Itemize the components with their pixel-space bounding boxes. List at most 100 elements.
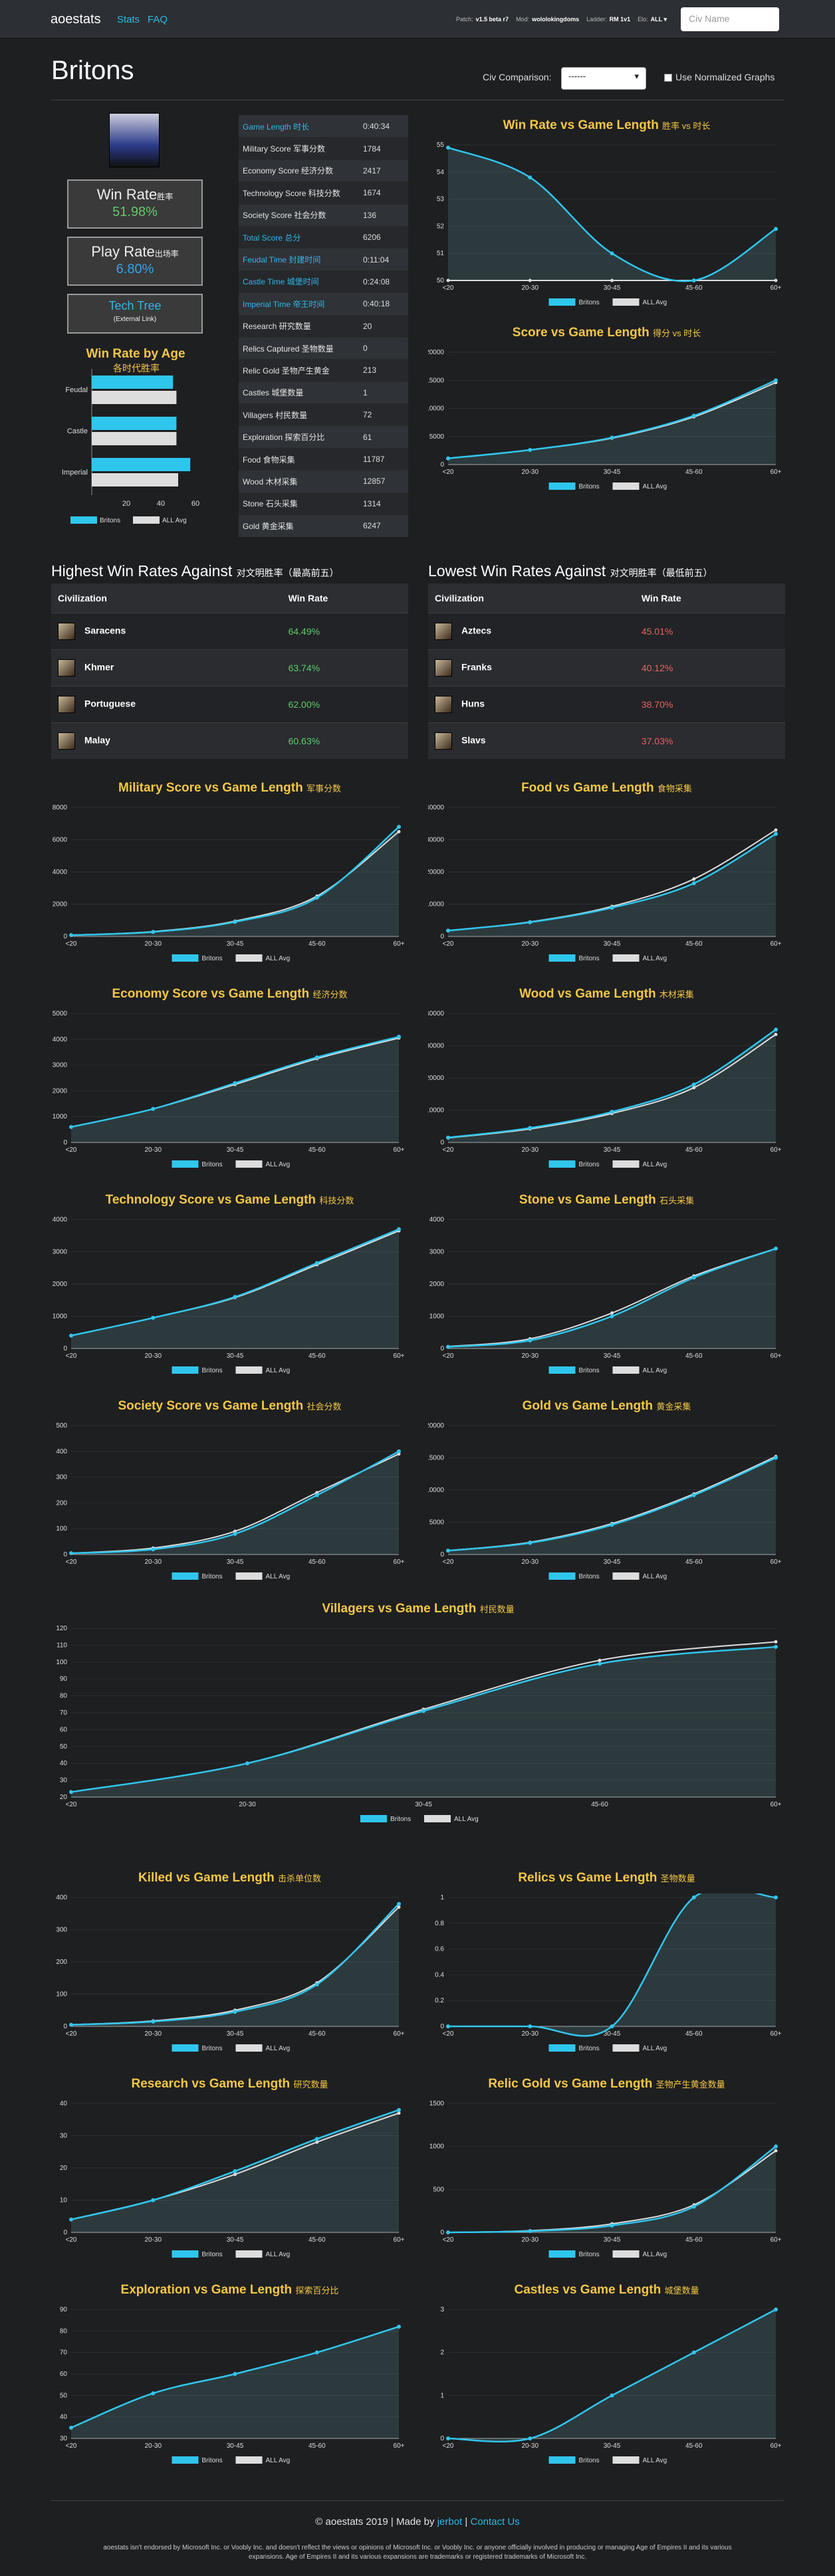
- chart-title-cn: 城堡数量: [664, 2286, 699, 2296]
- data-point-civ: [233, 920, 237, 924]
- chart-title-cn: 圣物数量: [660, 1874, 695, 1883]
- matchup-civ-name[interactable]: Huns: [461, 698, 485, 709]
- matchup-civ-cell: Malay: [51, 722, 282, 759]
- play-rate-box: Play Rate出场率 6.80%: [67, 237, 203, 286]
- matchup-row[interactable]: Portuguese 62.00%: [51, 685, 408, 722]
- matchup-civ-name[interactable]: Khmer: [84, 661, 114, 673]
- y-tick-label: 3000: [429, 1249, 445, 1256]
- highest-title: Highest Win Rates Against: [51, 562, 233, 580]
- y-tick-label: 10000: [428, 901, 444, 909]
- y-tick-label: 30: [60, 1777, 68, 1784]
- chart-relics-vs-game-length-title: Relics vs Game Length 圣物数量: [428, 1871, 785, 1885]
- y-tick-label: 3: [440, 2306, 444, 2313]
- data-point-civ: [314, 1493, 319, 1497]
- x-tick-label: <20: [66, 940, 77, 948]
- matchup-row[interactable]: Saracens 64.49%: [51, 612, 408, 649]
- matchup-row[interactable]: Slavs 37.03%: [428, 722, 785, 759]
- x-tick-label: 60+: [771, 284, 782, 292]
- legend-swatch-civ: [548, 1160, 576, 1168]
- x-tick-label: 45-60: [685, 469, 703, 476]
- x-tick-label: 60+: [394, 1352, 405, 1360]
- y-tick-label: 5000: [429, 433, 445, 441]
- legend-swatch-avg: [612, 2250, 640, 2258]
- matchup-row[interactable]: Aztecs 45.01%: [428, 612, 785, 649]
- data-point-avg: [397, 1905, 401, 1909]
- x-tick-label: 20-30: [144, 940, 162, 948]
- author-link[interactable]: jerbot: [437, 2516, 463, 2527]
- y-tick-label: 4000: [53, 1036, 68, 1043]
- chart-title-cn: 社会分数: [306, 1402, 342, 1412]
- stat-label: Villagers 村民数量: [239, 403, 359, 426]
- chart-win-rate-vs-game-length-title: Win Rate vs Game Length 胜率 vs 时长: [428, 118, 785, 133]
- y-tick-label: 8000: [53, 804, 68, 811]
- brand-logo[interactable]: aoestats: [51, 12, 101, 27]
- mod-dropdown[interactable]: wololokingdoms: [532, 16, 580, 23]
- external-link-label: (External Link): [113, 316, 157, 323]
- x-tick-label: 60+: [394, 2236, 405, 2244]
- legend-swatch-civ: [548, 2250, 576, 2258]
- civ-search-input[interactable]: Civ Name: [681, 7, 779, 31]
- x-tick-label: 30-45: [604, 469, 621, 476]
- data-point-civ: [528, 175, 533, 179]
- data-point-civ: [314, 2350, 319, 2355]
- play-rate-cn: 出场率: [154, 249, 179, 259]
- matchup-civ-name[interactable]: Portuguese: [84, 698, 136, 709]
- chart-title-text: Society Score vs Game Length: [118, 1399, 304, 1413]
- matchup-civ-name[interactable]: Saracens: [84, 625, 126, 636]
- y-tick-label: 40: [60, 1760, 68, 1767]
- stats-row: Technology Score 科技分数 1674: [239, 181, 408, 205]
- matchup-civ-name[interactable]: Aztecs: [461, 625, 492, 636]
- x-tick-label: 60+: [771, 1352, 782, 1360]
- data-point-civ: [233, 2372, 237, 2376]
- stat-label: Imperial Time 帝王时间: [239, 292, 359, 316]
- contact-link[interactable]: Contact Us: [470, 2516, 520, 2527]
- matchup-row[interactable]: Huns 38.70%: [428, 685, 785, 722]
- matchup-row[interactable]: Franks 40.12%: [428, 649, 785, 686]
- y-tick-label: 70: [60, 2349, 68, 2357]
- matchup-civ-cell: Slavs: [428, 722, 635, 759]
- y-tick-label: 100: [56, 1991, 67, 1998]
- chart-economy-score-vs-game-length-title: Economy Score vs Game Length 经济分数: [51, 987, 408, 1002]
- patch-dropdown[interactable]: v1.5 beta r7: [475, 16, 509, 23]
- y-tick-label: 90: [60, 1675, 68, 1683]
- stats-row: Castle Time 城堡时间 0:24:08: [239, 270, 408, 293]
- stats-row: Research 研究数量 20: [239, 314, 408, 338]
- legend-label-avg: ALL Avg: [643, 1161, 667, 1168]
- footer-divider: [51, 2500, 784, 2501]
- y-tick-label: 300: [56, 1474, 67, 1481]
- matchup-row[interactable]: Khmer 63.74%: [51, 649, 408, 686]
- matchup-civ-name[interactable]: Franks: [461, 661, 492, 673]
- y-tick-label: 40: [60, 2414, 68, 2421]
- chart-food-vs-game-length: 0 10000 20000 30000 40000 <20 20-30 30-45 45-60 6…: [428, 804, 782, 962]
- data-point-avg: [774, 278, 778, 282]
- chart-villagers-vs-game-length-title: Villagers vs Game Length 村民数量: [51, 1602, 785, 1616]
- matchup-win-rate: 60.63%: [281, 722, 408, 759]
- data-point-civ: [610, 1314, 614, 1319]
- legend-label-civ: Britons: [579, 1573, 600, 1580]
- ladder-dropdown[interactable]: RM 1v1: [609, 16, 631, 23]
- matchup-civ-name[interactable]: Slavs: [461, 734, 486, 746]
- legend-label-avg: ALL Avg: [643, 2251, 667, 2258]
- matchup-row[interactable]: Malay 60.63%: [51, 722, 408, 759]
- y-tick-label: 2000: [53, 1281, 68, 1288]
- x-tick-label: <20: [66, 1801, 77, 1808]
- nav-link-faq[interactable]: FAQ: [148, 14, 168, 25]
- elo-dropdown[interactable]: ALL ▾: [650, 15, 667, 23]
- chart-title-text: Research vs Game Length: [131, 2077, 291, 2091]
- y-tick-label: 500: [56, 1422, 67, 1430]
- nav-link-stats[interactable]: Stats: [117, 14, 140, 25]
- tech-tree-button[interactable]: Tech Tree (External Link): [67, 294, 203, 334]
- civ-comparison-select[interactable]: ------ ▾: [561, 67, 646, 90]
- matchup-civ-name[interactable]: Malay: [84, 734, 110, 746]
- x-tick-label: 45-60: [685, 2030, 703, 2038]
- data-point-avg: [774, 828, 778, 832]
- data-point-avg: [397, 829, 401, 833]
- legend-label-civ: Britons: [579, 483, 600, 490]
- series-area-civ: [448, 1457, 776, 1555]
- x-tick-label: 20-30: [521, 2030, 538, 2038]
- stats-row: Exploration 探索百分比 61: [239, 425, 408, 449]
- y-tick-label: 1000: [429, 2143, 445, 2151]
- normalize-checkbox[interactable]: [664, 74, 672, 82]
- stat-label: Feudal Time 封建时间: [239, 248, 359, 271]
- legend-swatch-civ: [548, 483, 576, 490]
